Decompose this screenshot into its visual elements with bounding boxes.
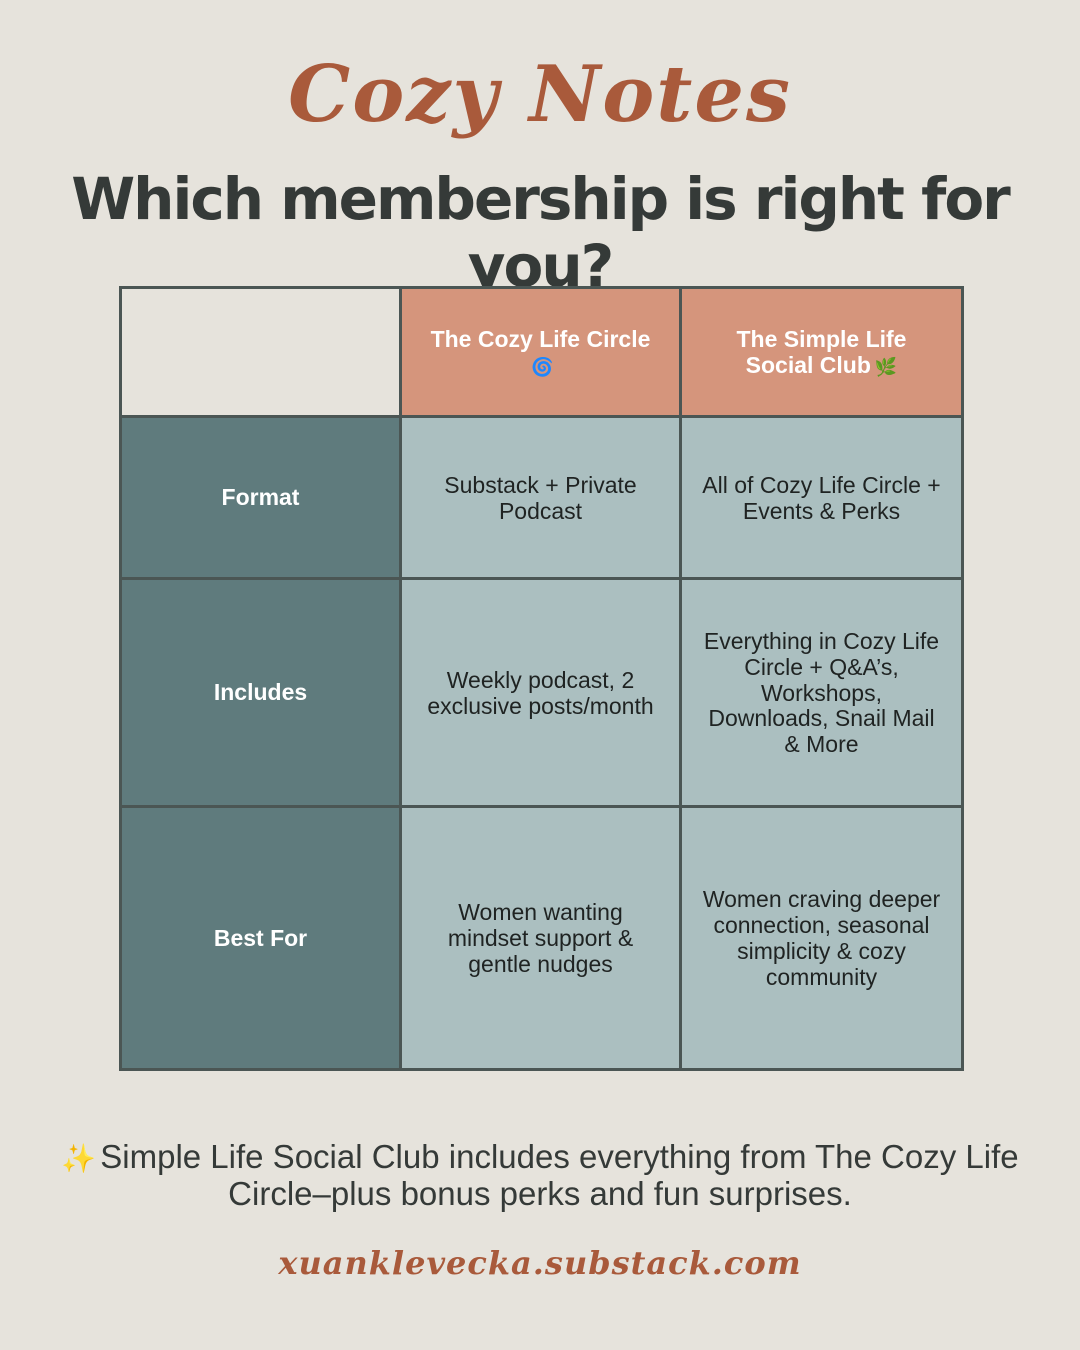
table-row: Format Substack + Private Podcast All of… [119, 415, 964, 580]
row-label-format: Format [119, 415, 402, 580]
footer-note-text: Simple Life Social Club includes everyth… [100, 1138, 1019, 1213]
table-row: Best For Women wanting mindset support &… [119, 805, 964, 1071]
membership-comparison-table: The Cozy Life Circle 🌀 The Simple Life So… [119, 286, 964, 1071]
table-cell: Everything in Cozy Life Circle + Q&A’s, … [679, 577, 964, 808]
footer-note: ✨ Simple Life Social Club includes everyt… [60, 1138, 1020, 1213]
table-cell: Women wanting mindset support & gentle n… [399, 805, 682, 1071]
table-cell: Women craving deeper connection, seasona… [679, 805, 964, 1071]
sparkles-icon: ✨ [61, 1143, 97, 1174]
plan-header-simple-life-social-club: The Simple Life Social Club 🌿 [679, 286, 964, 418]
herb-icon: 🌿 [874, 357, 898, 377]
plan-name: The Simple Life Social Club [736, 325, 907, 378]
table-row: Includes Weekly podcast, 2 exclusive pos… [119, 577, 964, 808]
table-corner-cell [119, 286, 402, 418]
brand-title: Cozy Notes [288, 49, 792, 140]
spiral-icon: 🌀 [531, 357, 554, 377]
row-label-includes: Includes [119, 577, 402, 808]
website-url[interactable]: xuanklevecka.substack.com [278, 1244, 802, 1282]
table-cell: Weekly podcast, 2 exclusive posts/month [399, 577, 682, 808]
plan-header-cozy-life-circle: The Cozy Life Circle 🌀 [399, 286, 682, 418]
table-cell: All of Cozy Life Circle + Events & Perks [679, 415, 964, 580]
row-label-best-for: Best For [119, 805, 402, 1071]
table-cell: Substack + Private Podcast [399, 415, 682, 580]
table-header-row: The Cozy Life Circle 🌀 The Simple Life So… [119, 286, 964, 418]
page-title: Which membership is right for you? [71, 165, 1011, 300]
plan-name: The Cozy Life Circle [430, 325, 651, 352]
